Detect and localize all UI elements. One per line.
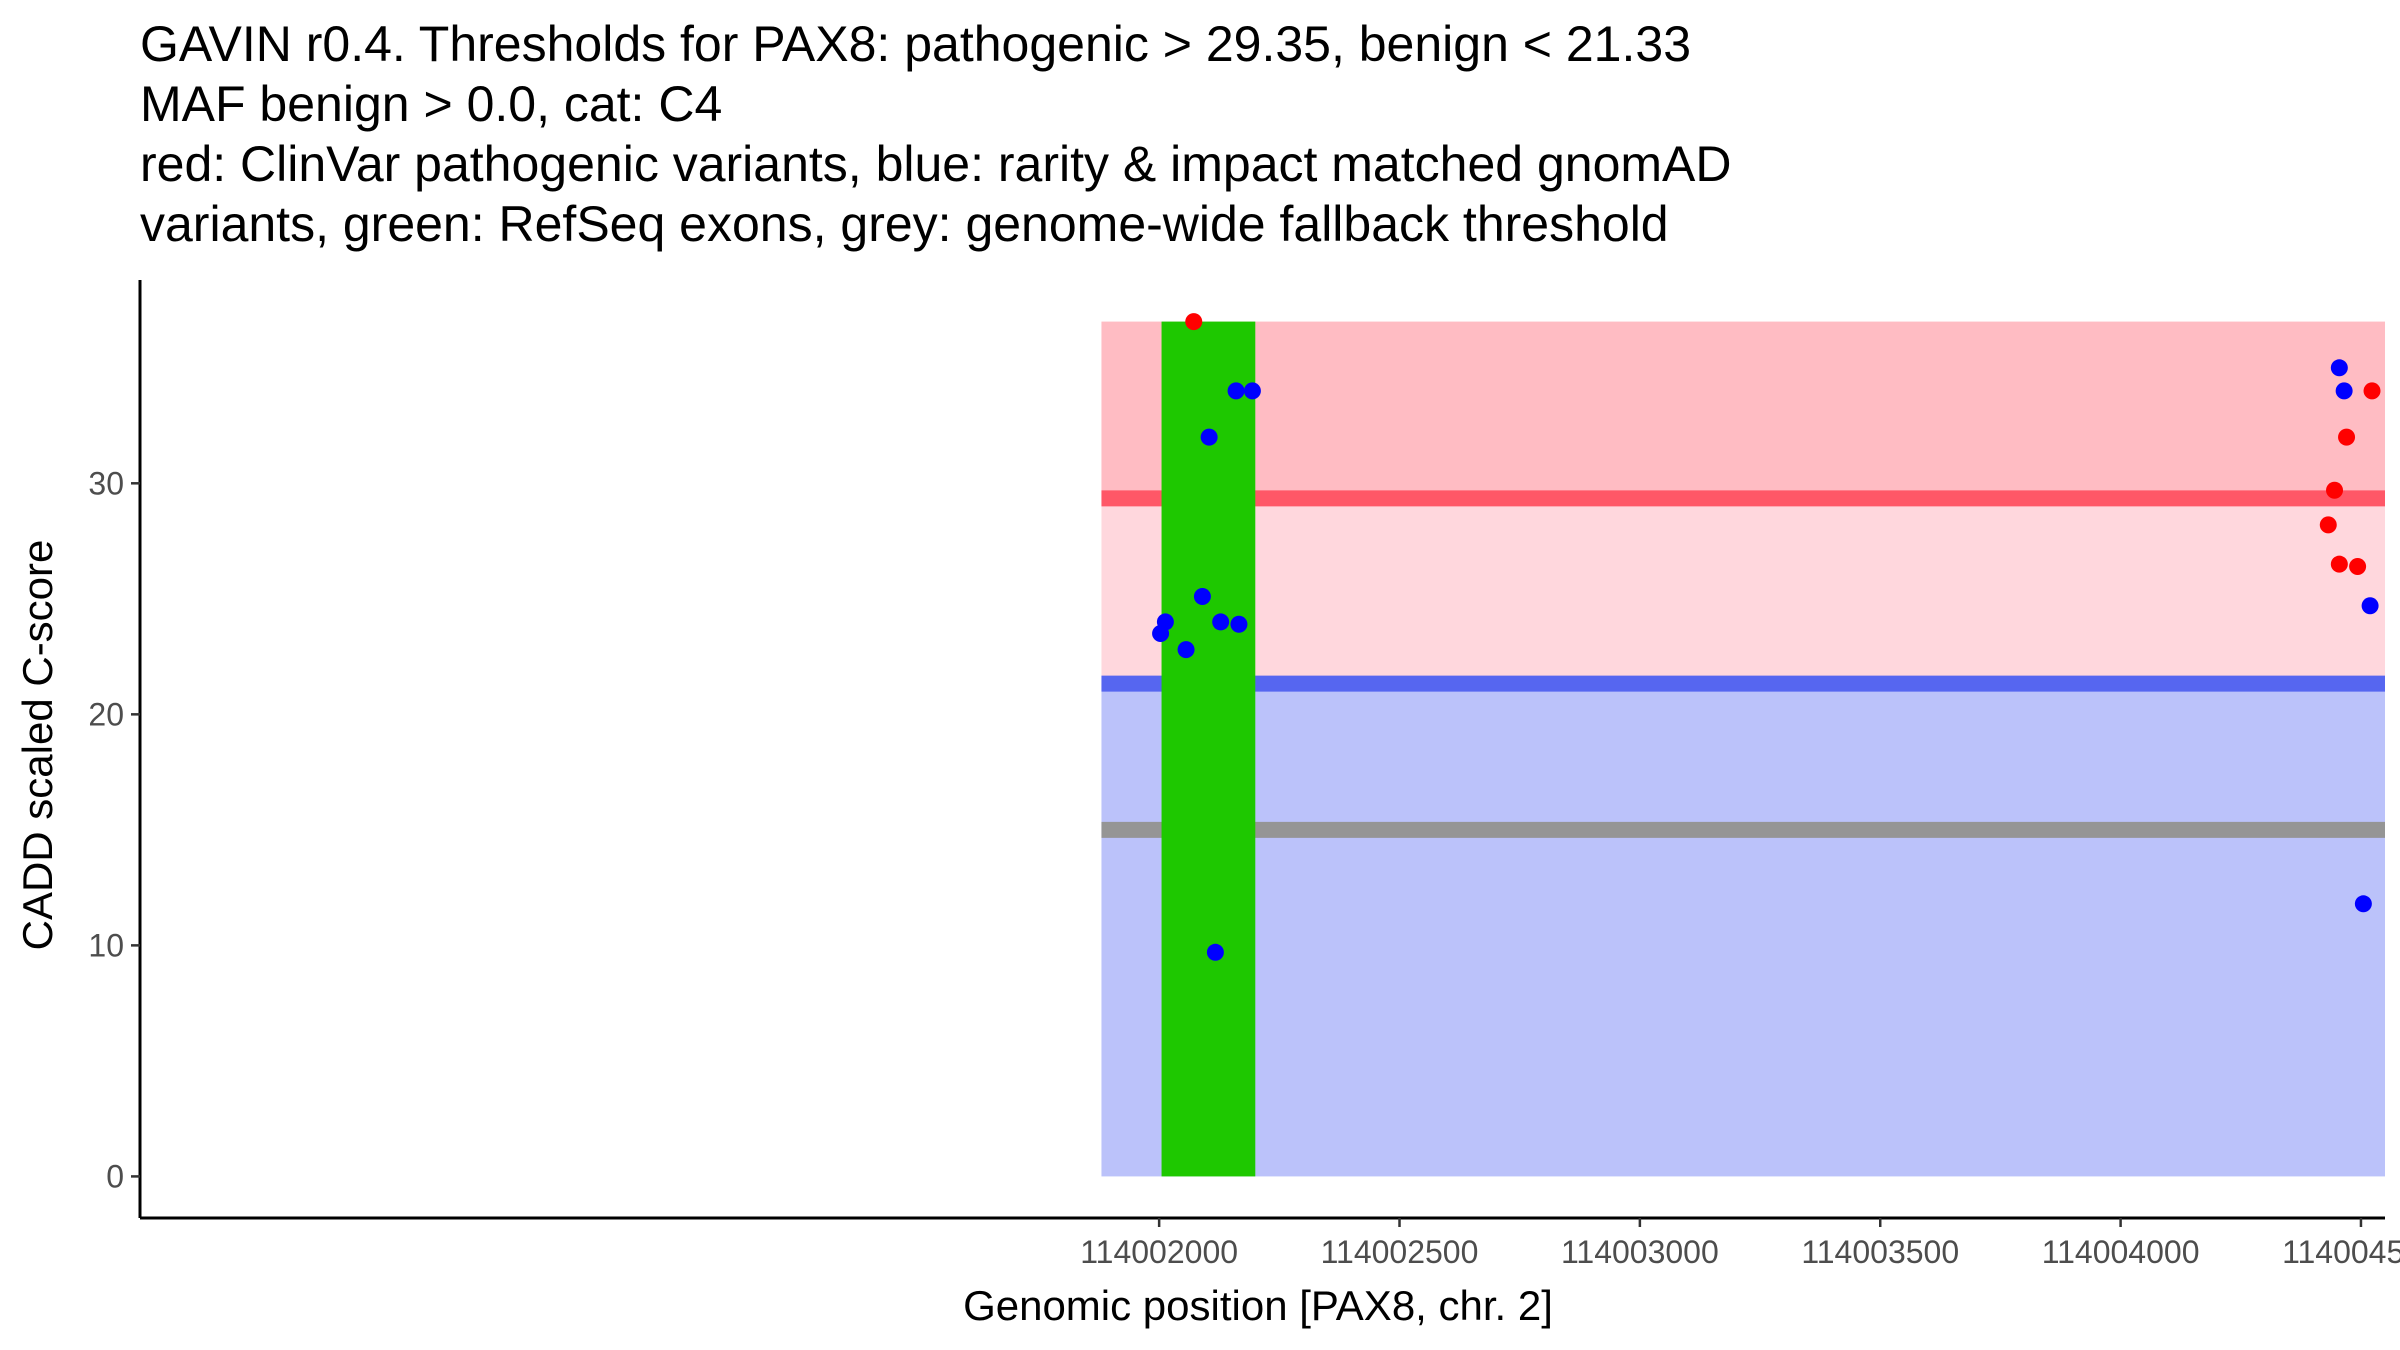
gnomad-point xyxy=(1230,615,1248,633)
x-tick-label: 114003000 xyxy=(1561,1234,1719,1270)
gnomad-point xyxy=(1193,588,1211,606)
threshold-lines xyxy=(1101,490,2385,838)
x-tick-label: 114002000 xyxy=(1080,1234,1238,1270)
pathogenic-point xyxy=(2326,481,2344,499)
threshold-bands xyxy=(1101,321,2385,1177)
gnomad-point xyxy=(1200,428,1218,446)
data-points xyxy=(1152,313,2381,961)
pathogenic-point xyxy=(1185,313,1203,331)
gnomad-point xyxy=(1177,641,1195,659)
y-tick-label: 10 xyxy=(88,927,124,963)
gnomad-point xyxy=(1212,613,1230,631)
title-line-4: variants, green: RefSeq exons, grey: gen… xyxy=(140,196,1669,252)
pathogenic-band xyxy=(1101,321,2385,499)
gnomad-point xyxy=(2335,382,2353,400)
x-axis-title: Genomic position [PAX8, chr. 2] xyxy=(963,1282,1553,1329)
x-tick-label: 114003500 xyxy=(1801,1234,1959,1270)
x-tick-label: 114004500 xyxy=(2282,1234,2400,1270)
title-line-2: MAF benign > 0.0, cat: C4 xyxy=(140,76,723,132)
title-line-3: red: ClinVar pathogenic variants, blue: … xyxy=(140,136,1732,192)
y-tick-label: 30 xyxy=(88,465,124,501)
pathogenic-point xyxy=(2338,428,2356,446)
y-axis-title: CADD scaled C-score xyxy=(14,540,61,951)
gnomad-point xyxy=(1243,382,1261,400)
intermediate-band xyxy=(1101,498,2385,684)
gnomad-point xyxy=(2361,597,2379,615)
title-line-1: GAVIN r0.4. Thresholds for PAX8: pathoge… xyxy=(140,16,1692,72)
x-tick-label: 114004000 xyxy=(2042,1234,2200,1270)
gnomad-point xyxy=(1206,943,1224,961)
y-tick-label: 20 xyxy=(88,696,124,732)
benign-band xyxy=(1101,683,2385,1177)
y-tick-label: 0 xyxy=(106,1158,124,1194)
gnomad-point xyxy=(1156,613,1174,631)
pathogenic-point xyxy=(2330,555,2348,573)
axes: 0 10 20 30 114002000 114002500 114003000 114003… xyxy=(88,280,2400,1270)
pathogenic-point xyxy=(2319,516,2337,534)
x-tick-label: 114002500 xyxy=(1321,1234,1479,1270)
pathogenic-point xyxy=(2349,557,2367,575)
exon-regions xyxy=(1161,321,1256,1177)
gnomad-point xyxy=(1227,382,1245,400)
gnomad-point xyxy=(2330,359,2348,377)
chart-title: GAVIN r0.4. Thresholds for PAX8: pathoge… xyxy=(140,14,1731,254)
exon-rect xyxy=(1161,321,1256,1177)
gnomad-point xyxy=(2354,895,2372,913)
pathogenic-point xyxy=(2363,382,2381,400)
